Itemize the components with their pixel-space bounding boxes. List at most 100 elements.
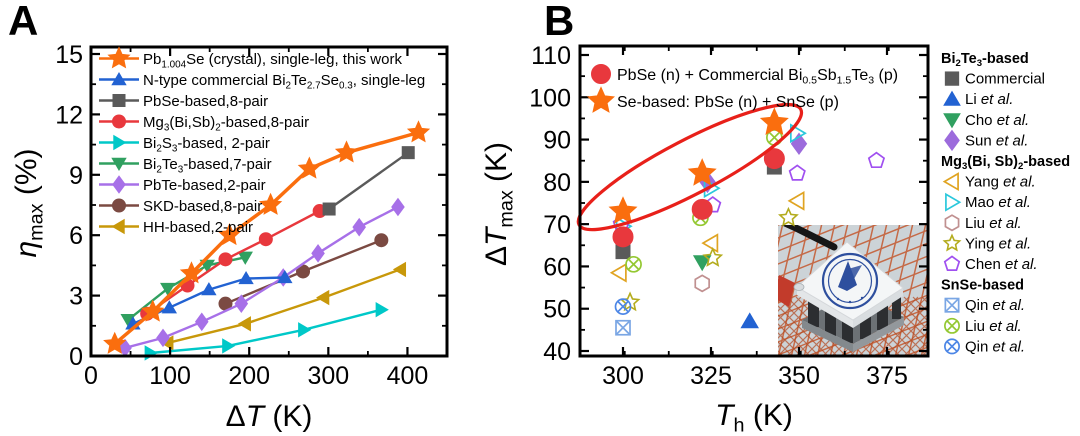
data-point [218,252,233,267]
plot-frame [89,45,449,358]
y-tick-label: 40 [543,338,571,366]
university-seal-logo [821,252,879,310]
series-line [167,268,401,345]
legend-marker-icon [943,113,961,129]
axis-ticks [580,46,928,356]
data-point [614,298,632,315]
series-hh-2pair [160,261,407,351]
data-point [160,282,176,297]
module-base-right-face [853,317,904,352]
series-ntype-bite [125,269,293,330]
data-point [161,300,178,314]
x-tick-label: 375 [866,362,908,390]
data-point [778,206,799,227]
series-line [328,151,409,210]
legend-marker-icon [945,192,962,212]
panel-b-right-legend: Bi2Te3-based Commercial Li et al. Cho et al… [941,51,1070,355]
data-point [217,222,242,246]
data-point [277,269,293,284]
legend-label: Se-based: PbSe (n) + SnSe (p) [617,94,839,111]
data-point [625,255,642,273]
series-this-work [103,120,431,354]
legend-marker-icon [943,255,961,271]
y-tick-label: 110 [531,42,571,70]
plate-side-left [797,287,853,328]
data-point [103,331,127,354]
data-point [612,226,634,248]
legend-marker-icon [111,157,127,171]
y-tick-label: 80 [543,169,571,197]
panel-b: 300 325 350 375 40 50 60 70 80 90 100 110 Th (K) ΔTma… [480,42,1070,436]
legend-label: Liu et al. [965,215,1022,232]
data-point [406,120,431,143]
x-tick-label: 350 [778,362,820,390]
legend-item-pbte-2pair: PbTe-based,2-pair [99,175,266,194]
legend-label: Li et al. [965,91,1013,108]
plate-side-right [853,288,903,328]
y-tick-label: 60 [543,253,571,281]
legend-marker-icon [944,214,960,232]
data-point [238,270,254,285]
data-point [258,192,283,215]
data-point [237,316,251,332]
legend-marker-icon [111,218,125,235]
data-point [234,294,249,313]
legend-label: Qin et al. [965,297,1025,314]
data-point [787,191,805,211]
data-point [788,164,806,181]
x-tick-label: 200 [228,362,270,390]
data-point [141,299,165,322]
module-leg [808,301,819,327]
data-point [144,345,158,361]
y-tick-label: 9 [69,162,83,190]
legend-label: Bi2Te3-based,7-pair [143,156,272,175]
plot-frame [578,44,930,358]
legend-label: N-type commercial Bi2Te2.7Se0.3, single-… [143,72,425,91]
panel-b-label: B [544,0,575,44]
data-point [352,217,366,237]
data-point [615,319,631,336]
data-point [201,282,217,296]
legend-item-pbse-commercial-pair: PbSe (n) + Commercial Bi0.5Sb1.5Te3 (p) [591,64,898,87]
y-axis-title: ΔTmax (K) [480,142,518,266]
legend-item-chen: Chen et al. [943,255,1038,273]
data-point [374,233,389,248]
module-base-left-face [802,320,853,352]
data-point [222,338,236,354]
data-point [694,274,710,293]
legend-label: Mg3(Bi,Sb)2-based,8-pair [143,114,309,133]
legend-marker-icon [112,114,126,129]
legend-label: Mao et al. [965,194,1031,211]
black-wire [780,225,838,251]
legend-group-header: Mg3(Bi, Sb)2-based [941,154,1070,172]
legend-item-yang: Yang et al. [942,172,1036,192]
series-pbse-commercial-pair [612,148,785,248]
series-pbte-2pair [118,197,405,358]
legend-label: Bi2S3-based, 2-pair [143,135,270,154]
y-tick-label: 90 [543,127,571,155]
series-qin-1 [615,319,631,336]
series-line [150,308,382,355]
module-leg [892,297,901,319]
data-point [701,233,719,254]
panel-a-series [103,120,431,361]
data-point [194,312,209,332]
series-line [124,205,399,350]
y-tick-label: 0 [69,343,83,371]
y-axis-title: ηmax (%) [10,148,48,257]
y-tick-label: 70 [543,211,571,239]
series-line [113,130,419,346]
y-tick-label: 15 [55,41,83,69]
legend-label: Ying et al. [965,235,1031,252]
legend-item-qin-2: Qin et al. [944,338,1025,355]
solder-joint [793,283,805,291]
legend-item-liu-mg: Liu et al. [944,214,1022,232]
data-point [608,196,638,224]
data-point [298,322,312,338]
y-tick-label: 6 [69,222,83,250]
legend-marker-icon [591,64,611,84]
legend-label: HH-based,2-pair [143,219,253,236]
axis-ticks [89,47,447,358]
legend-group-header: SnSe-based [941,278,1024,294]
